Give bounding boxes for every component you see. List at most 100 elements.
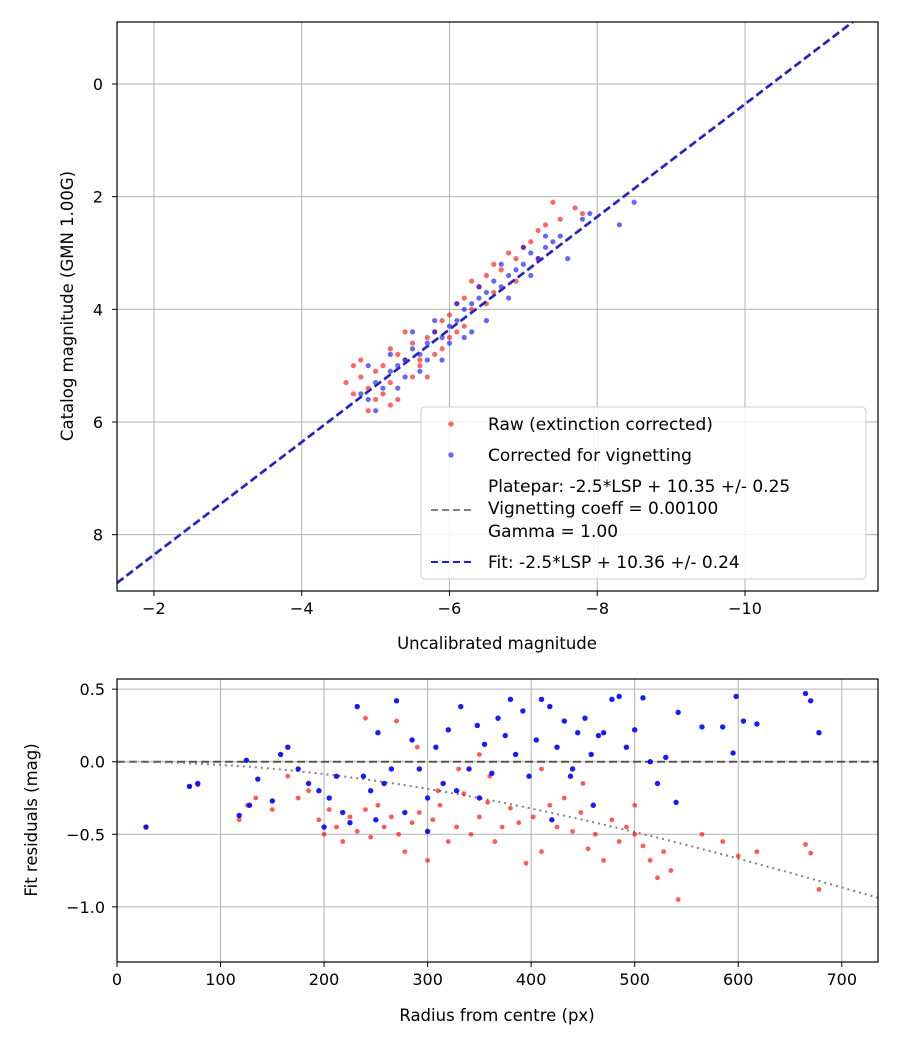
corrected-residual-point	[623, 744, 630, 750]
raw-residual-point	[570, 828, 575, 834]
raw-point	[402, 329, 408, 335]
raw-point	[505, 250, 512, 256]
corrected-point	[513, 267, 519, 273]
corrected-residual-point	[326, 795, 332, 801]
bottom-x-tick-label: 400	[516, 970, 547, 989]
raw-residual-point	[476, 814, 482, 820]
corrected-point	[358, 391, 364, 397]
corrected-point	[432, 317, 438, 324]
corrected-residual-point	[195, 780, 201, 787]
corrected-residual-point	[549, 817, 555, 823]
raw-residual-point	[388, 814, 394, 820]
raw-point	[387, 402, 393, 408]
top-lines	[117, 22, 855, 585]
fit-line	[117, 22, 855, 585]
raw-point	[365, 408, 371, 414]
raw-residual-point	[754, 849, 760, 855]
raw-residual-point	[661, 849, 667, 855]
corrected-residual-point	[816, 729, 822, 736]
raw-residual-point	[539, 766, 544, 772]
corrected-residual-point	[445, 727, 452, 733]
corrected-residual-point	[616, 693, 622, 700]
raw-point	[461, 295, 467, 301]
corrected-point	[380, 385, 386, 391]
top-legend: Raw (extinction corrected) Corrected for…	[420, 406, 867, 580]
raw-point	[409, 340, 416, 346]
corrected-residual-point	[754, 721, 760, 727]
raw-point	[358, 357, 364, 363]
bottom-x-tick-label: 200	[309, 970, 340, 989]
corrected-residual-point	[466, 766, 472, 772]
top-y-tick-label: 4	[93, 300, 103, 319]
corrected-residual-point	[481, 741, 488, 748]
corrected-residual-point	[699, 724, 705, 730]
corrected-point	[550, 239, 556, 245]
raw-point	[446, 334, 453, 341]
raw-residual-point	[456, 766, 462, 772]
corrected-point	[454, 301, 460, 307]
corrected-point	[505, 272, 512, 279]
raw-residual-point	[516, 820, 522, 826]
corrected-point	[461, 306, 467, 312]
raw-residual-point	[236, 817, 242, 823]
raw-point	[380, 363, 386, 369]
corrected-point	[528, 250, 534, 256]
raw-residual-point	[454, 824, 460, 830]
raw-residual-point	[585, 846, 591, 852]
corrected-point	[439, 357, 445, 363]
bottom-y-tick-label: −0.5	[66, 825, 105, 844]
raw-point	[535, 227, 541, 234]
top-plot-frame	[116, 21, 879, 592]
bottom-plot-frame	[116, 678, 879, 963]
corrected-residual-point	[388, 766, 395, 772]
top-y-tick-label: 8	[93, 526, 103, 545]
corrected-residual-point	[533, 737, 540, 743]
top-y-ticks: 0 2 4 6 8	[93, 75, 117, 545]
bottom-x-tick-label: 500	[619, 970, 650, 989]
corrected-point	[505, 295, 512, 301]
corrected-residual-point	[595, 732, 602, 739]
corrected-point	[587, 210, 593, 217]
raw-point	[358, 374, 364, 380]
corrected-residual-point	[305, 780, 312, 787]
raw-residual-point	[402, 849, 408, 855]
corrected-residual-point	[554, 744, 560, 750]
corrected-point	[542, 244, 549, 250]
corrected-point	[409, 346, 416, 352]
raw-residual-point	[530, 814, 536, 820]
corrected-residual-point	[246, 802, 253, 808]
corrected-point	[483, 289, 490, 296]
corrected-residual-point	[502, 732, 508, 739]
corrected-residual-point	[474, 722, 481, 729]
bottom-chart: 0 100 200 300 400 500 600 700 −1.0 −0.5 0.0 0.5 Ra…	[22, 678, 879, 1025]
raw-point	[350, 391, 357, 397]
corrected-residual-point	[489, 770, 495, 777]
raw-point	[417, 363, 423, 369]
corrected-point	[469, 329, 475, 335]
top-x-tick-label: −10	[728, 599, 762, 618]
raw-residual-point	[547, 802, 553, 808]
corrected-point	[387, 368, 393, 374]
bottom-x-tick-label: 100	[205, 970, 236, 989]
corrected-point	[424, 340, 430, 346]
corrected-point	[461, 334, 467, 341]
top-x-ticks: −2 −4 −6 −8 −10	[142, 591, 762, 618]
legend-fit-label: Fit: -2.5*LSP + 10.36 +/- 0.24	[488, 553, 740, 573]
corrected-residual-point	[255, 776, 261, 782]
raw-residual-point	[347, 814, 353, 820]
corrected-point	[424, 357, 430, 363]
corrected-point	[387, 351, 393, 357]
raw-residual-point	[735, 853, 741, 859]
corrected-point	[520, 244, 526, 250]
raw-point	[395, 351, 401, 357]
raw-residual-point	[468, 831, 474, 837]
corrected-residual-point	[590, 802, 596, 808]
corrected-point	[439, 334, 445, 341]
raw-point	[343, 379, 349, 386]
raw-residual-point	[253, 795, 259, 801]
top-y-axis-label: Catalog magnitude (GMN 1.00G)	[58, 171, 77, 441]
legend-platepar-label-1: Platepar: -2.5*LSP + 10.35 +/- 0.25	[488, 477, 790, 497]
raw-residual-point	[816, 887, 822, 892]
corrected-point	[469, 301, 475, 307]
bottom-points	[143, 690, 822, 902]
